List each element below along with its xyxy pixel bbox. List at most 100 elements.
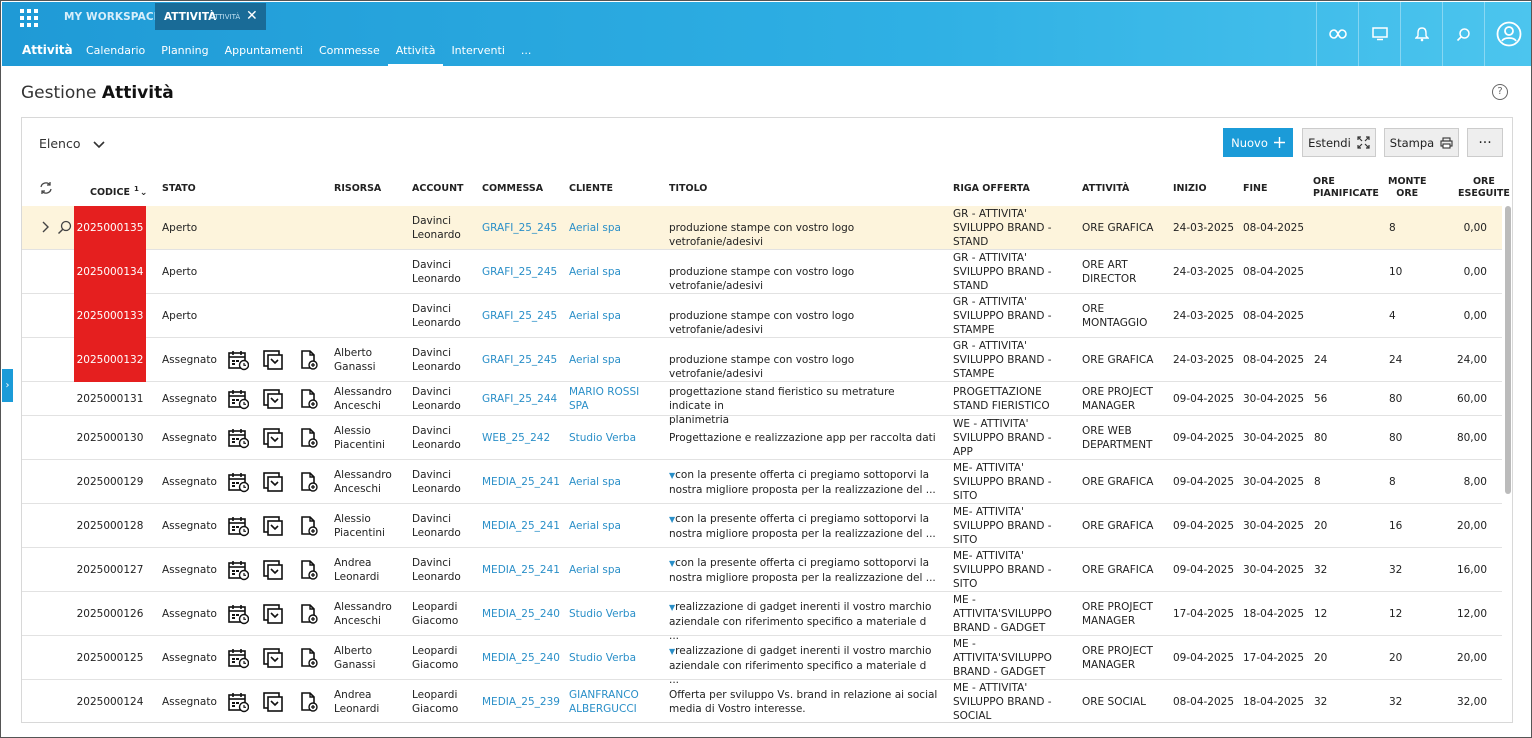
col-titolo[interactable]: TITOLO [669, 183, 708, 194]
new-button[interactable]: Nuovo [1223, 128, 1293, 157]
view-selector[interactable]: Elenco [39, 136, 105, 151]
tab-attivita[interactable]: ATTIVITÀ ATTIVITÀ ✕ [155, 3, 266, 30]
cell-codice[interactable]: 2025000126 [76, 608, 144, 620]
table-row[interactable]: 2025000130 Assegnato Alessio Piacentini Davi… [22, 416, 1502, 460]
cell-commessa[interactable]: GRAFI_25_245 [482, 354, 558, 366]
cell-codice[interactable]: 2025000133 [74, 294, 146, 338]
calendar-schedule-icon[interactable] [227, 515, 250, 537]
table-row[interactable]: 2025000135 Aperto Davinci Leonardo GRAFI_25_… [22, 206, 1502, 250]
caret-down-icon[interactable]: ▼ [669, 471, 676, 480]
cell-codice[interactable]: 2025000129 [76, 476, 144, 488]
caret-down-icon[interactable]: ▼ [669, 515, 676, 524]
nav-planning[interactable]: Planning [161, 44, 209, 57]
caret-down-icon[interactable]: ▼ [669, 647, 676, 656]
col-ore-eseguite[interactable]: ORE ESEGUITE [1458, 176, 1510, 200]
cell-commessa[interactable]: MEDIA_25_241 [482, 476, 560, 488]
nav-more[interactable]: ... [520, 44, 532, 57]
apps-grid-icon[interactable] [20, 9, 38, 27]
nav-calendario[interactable]: Calendario [86, 44, 146, 57]
cell-cliente[interactable]: Aerial spa [569, 519, 664, 533]
table-row[interactable]: 2025000125 Assegnato Alberto Ganassi Leopard… [22, 636, 1502, 686]
add-document-icon[interactable] [298, 515, 320, 537]
cell-codice[interactable]: 2025000125 [76, 652, 144, 664]
transfer-icon[interactable] [262, 471, 284, 493]
cell-commessa[interactable]: WEB_25_242 [482, 432, 551, 444]
transfer-icon[interactable] [262, 388, 284, 410]
caret-down-icon[interactable]: ▼ [669, 559, 676, 568]
cell-cliente[interactable]: MARIO ROSSI SPA [569, 385, 664, 413]
cell-codice[interactable]: 2025000124 [76, 696, 144, 708]
cell-commessa[interactable]: MEDIA_25_240 [482, 652, 560, 664]
cell-commessa[interactable]: MEDIA_25_240 [482, 608, 560, 620]
table-row[interactable]: 2025000126 Assegnato Alessandro Anceschi Leo… [22, 592, 1502, 642]
calendar-schedule-icon[interactable] [227, 647, 250, 669]
row-search-icon[interactable] [57, 220, 72, 239]
transfer-icon[interactable] [262, 349, 284, 371]
nav-appuntamenti[interactable]: Appuntamenti [224, 44, 303, 57]
transfer-icon[interactable] [262, 515, 284, 537]
table-row[interactable]: 2025000129 Assegnato Alessandro Anceschi Dav… [22, 460, 1502, 504]
table-row[interactable]: 2025000124 Assegnato Andrea Leonardi Leopard… [22, 680, 1502, 722]
cell-codice[interactable]: 2025000135 [74, 206, 146, 250]
cell-cliente[interactable]: GIANFRANCO ALBERGUCCI [569, 688, 664, 716]
add-document-icon[interactable] [298, 349, 320, 371]
caret-down-icon[interactable]: ▼ [669, 603, 676, 612]
help-icon[interactable]: ? [1492, 84, 1508, 100]
table-row[interactable]: 2025000133 Aperto Davinci Leonardo GRAFI_25_… [22, 294, 1502, 338]
cell-cliente[interactable]: Aerial spa [569, 265, 664, 279]
cell-codice[interactable]: 2025000130 [76, 432, 144, 444]
user-avatar-icon[interactable] [1484, 2, 1531, 66]
transfer-icon[interactable] [262, 691, 284, 713]
refresh-icon[interactable] [39, 181, 53, 199]
table-row[interactable]: 2025000131 Assegnato Alessandro Anceschi Dav… [22, 382, 1502, 426]
expand-row-icon[interactable] [42, 221, 50, 237]
extend-button[interactable]: Estendi [1302, 128, 1376, 157]
cell-commessa[interactable]: GRAFI_25_245 [482, 222, 558, 234]
calendar-schedule-icon[interactable] [227, 349, 250, 371]
cell-commessa[interactable]: MEDIA_25_241 [482, 564, 560, 576]
col-monte-ore[interactable]: MONTE ORE [1388, 176, 1426, 200]
col-cliente[interactable]: CLIENTE [569, 183, 613, 194]
cell-codice[interactable]: 2025000134 [74, 250, 146, 294]
cell-commessa[interactable]: MEDIA_25_239 [482, 696, 560, 708]
cell-commessa[interactable]: GRAFI_25_245 [482, 266, 558, 278]
table-row[interactable]: 2025000132 Assegnato Alberto Ganassi Davinci… [22, 338, 1502, 382]
table-row[interactable]: 2025000134 Aperto Davinci Leonardo GRAFI_25_… [22, 250, 1502, 294]
add-document-icon[interactable] [298, 471, 320, 493]
calendar-schedule-icon[interactable] [227, 388, 250, 410]
monitor-icon[interactable] [1358, 2, 1400, 66]
col-ore-pianificate[interactable]: ORE PIANIFICATE [1313, 176, 1379, 200]
transfer-icon[interactable] [262, 603, 284, 625]
calendar-schedule-icon[interactable] [227, 427, 250, 449]
cell-cliente[interactable]: Studio Verba [569, 431, 664, 445]
cell-codice[interactable]: 2025000132 [74, 338, 146, 382]
cell-cliente[interactable]: Aerial spa [569, 221, 664, 235]
table-row[interactable]: 2025000128 Assegnato Alessio Piacentini Davi… [22, 504, 1502, 548]
cell-cliente[interactable]: Studio Verba [569, 607, 664, 621]
cell-commessa[interactable]: GRAFI_25_245 [482, 310, 558, 322]
add-document-icon[interactable] [298, 603, 320, 625]
transfer-icon[interactable] [262, 427, 284, 449]
cell-cliente[interactable]: Aerial spa [569, 353, 664, 367]
print-button[interactable]: Stampa [1384, 128, 1459, 157]
calendar-schedule-icon[interactable] [227, 603, 250, 625]
cell-codice[interactable]: 2025000127 [76, 564, 144, 576]
col-fine[interactable]: FINE [1243, 183, 1268, 194]
add-document-icon[interactable] [298, 647, 320, 669]
side-panel-toggle-icon[interactable]: › [2, 369, 13, 402]
col-riga-offerta[interactable]: RIGA OFFERTA [953, 183, 1030, 194]
col-account[interactable]: ACCOUNT [412, 183, 464, 194]
nav-interventi[interactable]: Interventi [451, 44, 505, 57]
cell-cliente[interactable]: Aerial spa [569, 475, 664, 489]
col-attivita[interactable]: ATTIVITÀ [1082, 183, 1130, 194]
cell-commessa[interactable]: GRAFI_25_244 [482, 393, 558, 405]
cell-cliente[interactable]: Aerial spa [569, 563, 664, 577]
col-risorsa[interactable]: RISORSA [334, 183, 382, 194]
calendar-schedule-icon[interactable] [227, 691, 250, 713]
col-commessa[interactable]: COMMESSA [482, 183, 544, 194]
nav-commesse[interactable]: Commesse [318, 44, 380, 57]
col-codice[interactable]: CODICE 1⌄ [90, 183, 147, 199]
add-document-icon[interactable] [298, 691, 320, 713]
transfer-icon[interactable] [262, 559, 284, 581]
col-inizio[interactable]: INIZIO [1173, 183, 1207, 194]
